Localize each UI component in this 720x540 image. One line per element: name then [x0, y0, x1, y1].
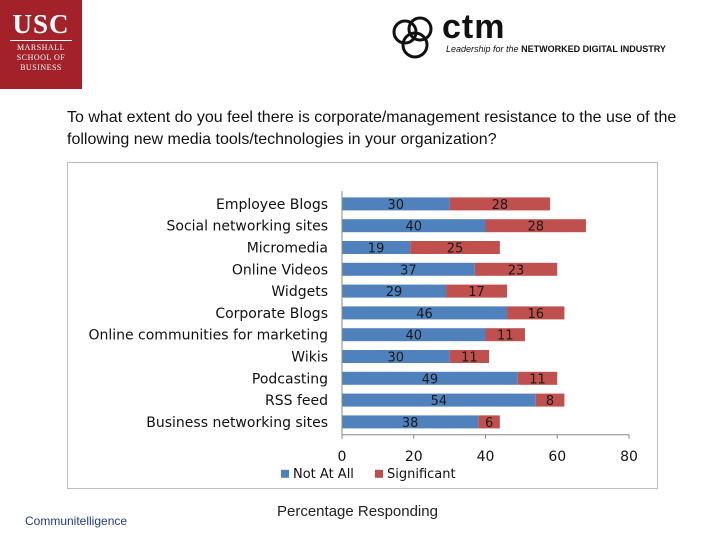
category-label: Employee Blogs: [216, 197, 328, 213]
data-label-not-at-all: 30: [388, 198, 405, 213]
category-label: Online communities for marketing: [88, 328, 328, 344]
data-label-significant: 8: [546, 394, 554, 409]
data-label-not-at-all: 54: [431, 394, 448, 409]
ctm-logo: ctm Leadership for the NETWORKED DIGITAL…: [390, 8, 710, 62]
category-label: Corporate Blogs: [215, 306, 328, 322]
axis-caption: Percentage Responding: [277, 503, 438, 520]
category-label: Social networking sites: [167, 219, 329, 235]
category-label: Online Videos: [232, 262, 328, 278]
ctm-tagline: Leadership for the NETWORKED DIGITAL IND…: [446, 44, 666, 54]
legend-swatch: [375, 469, 383, 478]
category-label: Wikis: [291, 350, 328, 366]
bar-not-at-all: [342, 371, 518, 385]
ctm-wordmark: ctm: [442, 8, 506, 46]
category-label: RSS feed: [265, 393, 328, 409]
bar-significant: [449, 197, 551, 211]
usc-logo-line2: SCHOOL OF: [16, 53, 66, 62]
data-label-not-at-all: 40: [405, 329, 422, 344]
category-label: Business networking sites: [146, 415, 328, 431]
bar-significant: [485, 219, 586, 233]
bar-not-at-all: [342, 393, 536, 407]
x-tick-label: 0: [338, 449, 347, 465]
data-label-not-at-all: 38: [402, 416, 419, 431]
bar-significant: [507, 306, 565, 320]
data-label-significant: 25: [447, 242, 464, 257]
data-label-not-at-all: 49: [422, 372, 439, 387]
bar-significant: [449, 350, 490, 363]
usc-logo-line1: MARSHALL: [16, 43, 65, 52]
data-label-significant: 16: [527, 307, 544, 322]
legend-label: Not At All: [293, 467, 354, 482]
x-tick-label: 20: [405, 449, 423, 465]
ctm-tagline-bold: NETWORKED DIGITAL INDUSTRY: [521, 44, 666, 54]
data-label-not-at-all: 37: [400, 263, 417, 278]
usc-marshall-logo: USC MARSHALL SCHOOL OF BUSINESS: [0, 0, 82, 89]
legend-swatch: [281, 469, 289, 478]
bar-significant: [446, 284, 508, 298]
data-label-significant: 23: [508, 263, 525, 278]
data-label-not-at-all: 29: [386, 285, 403, 300]
ctm-tagline-italic: Leadership for the: [446, 44, 519, 54]
legend-label: Significant: [387, 467, 456, 482]
bar-not-at-all: [342, 328, 486, 342]
bar-significant: [410, 241, 500, 254]
source-label: Communitelligence: [25, 514, 128, 528]
usc-logo-divider: [10, 40, 72, 41]
data-label-not-at-all: 40: [405, 220, 422, 235]
data-label-not-at-all: 30: [388, 351, 405, 366]
x-tick-label: 40: [477, 449, 495, 465]
data-label-significant: 28: [492, 198, 509, 213]
bar-not-at-all: [342, 262, 475, 276]
category-label: Podcasting: [252, 371, 328, 387]
ctm-rings-icon: [392, 16, 433, 59]
bar-significant: [535, 393, 565, 407]
data-label-significant: 11: [497, 329, 514, 344]
category-label: Micromedia: [247, 241, 328, 257]
data-label-not-at-all: 46: [416, 307, 433, 322]
data-label-not-at-all: 19: [368, 242, 385, 257]
bar-significant: [474, 262, 558, 276]
data-label-significant: 11: [529, 372, 546, 387]
bar-significant: [478, 415, 500, 429]
bar-significant: [485, 328, 525, 342]
data-label-significant: 6: [485, 416, 493, 431]
data-label-significant: 28: [527, 220, 544, 235]
bar-not-at-all: [342, 219, 486, 233]
bar-not-at-all: [342, 197, 450, 211]
chart-frame: Employee Blogs 30 28 Social networking site…: [67, 162, 658, 489]
survey-question: To what extent do you feel there is corp…: [67, 109, 677, 148]
data-label-significant: 11: [461, 351, 478, 366]
stacked-bar-chart: Employee Blogs 30 28 Social networking site…: [88, 191, 638, 482]
usc-logo-line3: BUSINESS: [20, 63, 62, 72]
usc-logo-text: USC: [12, 9, 70, 39]
bar-not-at-all: [342, 284, 447, 298]
category-label: Widgets: [271, 284, 328, 300]
bar-not-at-all: [342, 415, 479, 429]
bar-not-at-all: [342, 241, 411, 254]
bar-significant: [517, 371, 558, 385]
x-tick-label: 80: [620, 449, 638, 465]
x-tick-label: 60: [548, 449, 566, 465]
data-label-significant: 17: [468, 285, 485, 300]
bar-not-at-all: [342, 350, 450, 363]
bar-not-at-all: [342, 306, 508, 320]
